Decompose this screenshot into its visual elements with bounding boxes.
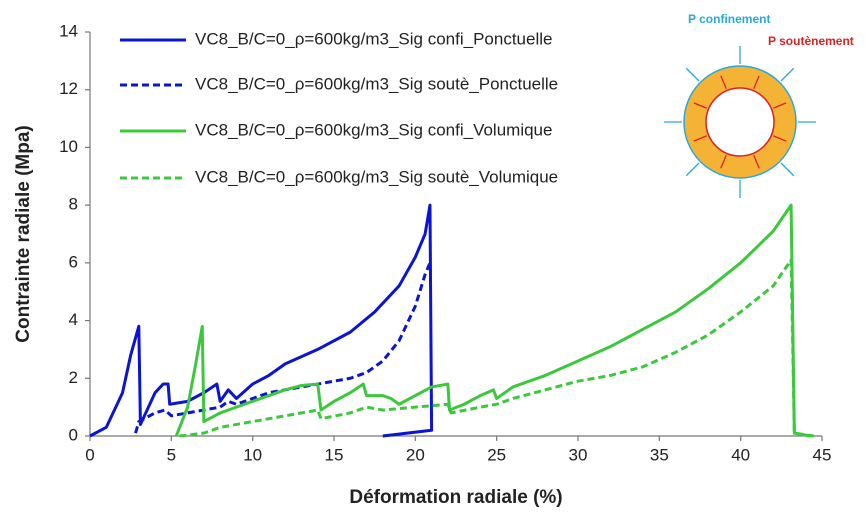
arrow-confinement [685,67,700,82]
data-line [134,262,432,434]
legend-label: VC8_B/C=0_ρ=600kg/m3_Sig soutè_Volumique [195,167,558,186]
x-tick-label: 45 [813,445,832,464]
x-tick-label: 0 [85,445,94,464]
y-tick-label: 14 [59,21,78,40]
arrow-soutenement [773,135,787,142]
y-tick-label: 8 [69,195,78,214]
x-tick-label: 40 [731,445,750,464]
arrow-confinement [685,162,700,177]
arrow-soutenement [773,102,787,109]
x-tick-label: 35 [650,445,669,464]
x-tick-label: 30 [569,445,588,464]
arrow-soutenement [693,135,707,142]
arrow-soutenement [693,102,707,109]
annotation: P confinement [688,12,770,26]
y-tick-label: 6 [69,252,78,271]
data-line [174,203,811,438]
x-tick-label: 5 [167,445,176,464]
y-tick-label: 0 [69,425,78,444]
y-tick-label: 2 [69,368,78,387]
x-tick-label: 10 [243,445,262,464]
arrow-confinement [780,67,795,82]
arrow-soutenement [753,155,760,169]
data-line [89,203,434,438]
data-line [179,258,815,438]
arrow-soutenement [720,75,727,89]
legend-label: VC8_B/C=0_ρ=600kg/m3_Sig confi_Ponctuell… [195,29,552,48]
y-tick-label: 10 [59,137,78,156]
ring-inner [705,87,775,157]
ring [684,66,796,178]
arrow-confinement [780,162,795,177]
x-tick-label: 15 [325,445,344,464]
y-tick-label: 12 [59,79,78,98]
legend-label: VC8_B/C=0_ρ=600kg/m3_Sig soutè_Ponctuell… [195,74,558,93]
y-axis-title: Contrainte radiale (Mpa) [13,125,34,342]
arrow-soutenement [753,75,760,89]
x-axis-title: Déformation radiale (%) [349,487,562,508]
x-tick-label: 25 [487,445,506,464]
y-tick-label: 4 [69,310,78,329]
x-tick-label: 20 [406,445,425,464]
legend-label: VC8_B/C=0_ρ=600kg/m3_Sig confi_Volumique [195,120,552,139]
ring-outer [683,65,797,179]
annotation: P soutènement [768,34,854,48]
arrow-soutenement [720,155,727,169]
